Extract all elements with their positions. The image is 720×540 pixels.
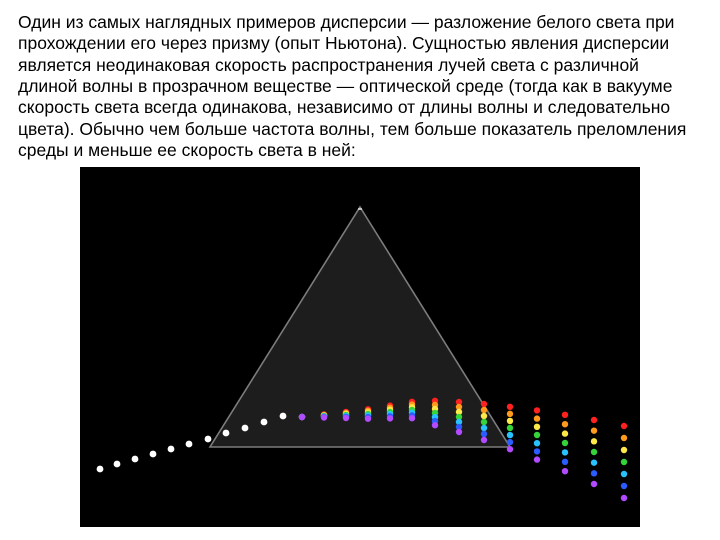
prism-svg <box>80 167 640 527</box>
description-paragraph: Один из самых наглядных примеров дисперс… <box>18 12 702 161</box>
prism-dispersion-figure <box>80 167 640 527</box>
